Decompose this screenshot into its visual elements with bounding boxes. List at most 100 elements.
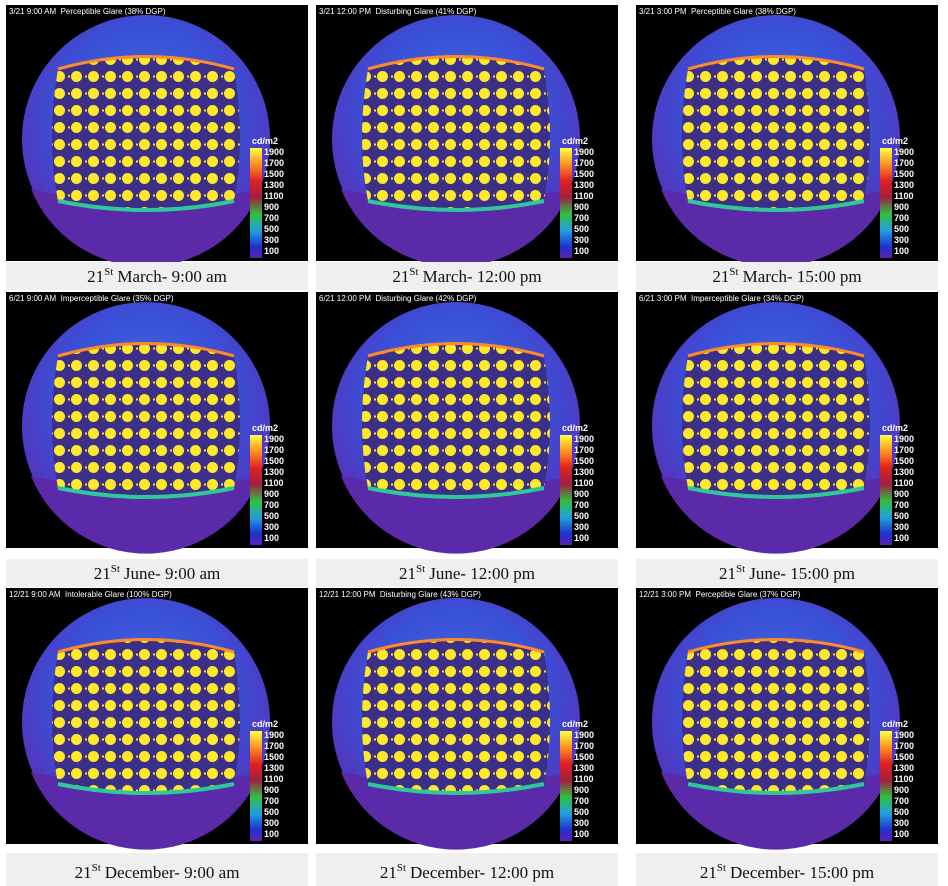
panel-header: 12/21 3:00 PM Perceptible Glare (37% DGP… — [639, 590, 801, 599]
panel-header: 12/21 12:00 PM Disturbing Glare (43% DGP… — [319, 590, 481, 599]
scale-tick-label: 1500 — [574, 169, 594, 179]
scale-tick-label: 1900 — [574, 147, 594, 157]
scale-tick-label: 300 — [574, 818, 589, 828]
lattice-window — [682, 344, 870, 498]
scale-tick-label: 1900 — [264, 434, 284, 444]
caption-text: March- 12:00 pm — [423, 267, 542, 286]
scale-tick-label: 1300 — [574, 467, 594, 477]
scale-tick-label: 1300 — [574, 180, 594, 190]
scale-tick-label: 500 — [264, 511, 279, 521]
scale-tick-label: 500 — [264, 807, 279, 817]
scale-tick-label: 1100 — [894, 478, 914, 488]
scale-tick-label: 100 — [894, 829, 909, 839]
render-panel: 3/21 3:00 PM Perceptible Glare (38% DGP)… — [636, 5, 938, 290]
scale-tick-label: 1900 — [894, 147, 914, 157]
scale-tick-label: 700 — [264, 796, 279, 806]
caption-text: December- 12:00 pm — [410, 863, 554, 882]
scale-tick-label: 900 — [574, 785, 589, 795]
scale-tick-label: 900 — [574, 202, 589, 212]
scale-tick-label: 100 — [264, 533, 279, 543]
scale-tick-label: 700 — [574, 796, 589, 806]
lattice-window — [682, 57, 870, 211]
figure: 3/21 9:00 AM Perceptible Glare (38% DGP)… — [0, 0, 948, 886]
scale-tick-label: 1500 — [264, 169, 284, 179]
scale-tick-label: 700 — [574, 500, 589, 510]
scale-tick-label: 1300 — [264, 763, 284, 773]
scale-tick-label: 900 — [264, 202, 279, 212]
scale-tick-label: 100 — [574, 246, 589, 256]
scale-tick-label: 1700 — [264, 741, 284, 751]
scale-bar — [250, 148, 262, 258]
lattice-window — [362, 344, 550, 498]
scale-tick-label: 1100 — [894, 774, 914, 784]
render-panel: 6/21 3:00 PM Imperceptible Glare (34% DG… — [636, 292, 938, 587]
scale-tick-label: 100 — [264, 246, 279, 256]
scale-tick-label: 700 — [264, 500, 279, 510]
caption-suffix: St — [717, 862, 726, 874]
scale-bar — [250, 435, 262, 545]
caption-suffix: St — [416, 563, 425, 575]
scale-tick-label: 700 — [894, 796, 909, 806]
caption-day: 21 — [87, 267, 104, 286]
scale-tick-label: 1500 — [574, 752, 594, 762]
scale-tick-label: 1100 — [574, 478, 594, 488]
scale-bar — [560, 435, 572, 545]
panel-header: 3/21 12:00 PM Disturbing Glare (41% DGP) — [319, 7, 477, 16]
scale-tick-label: 1500 — [894, 752, 914, 762]
scale-tick-label: 1100 — [894, 191, 914, 201]
scale-tick-label: 500 — [264, 224, 279, 234]
lattice-window — [52, 57, 240, 211]
scale-tick-label: 1900 — [574, 434, 594, 444]
caption-text: June- 15:00 pm — [749, 564, 855, 583]
scale-tick-label: 1700 — [894, 445, 914, 455]
scale-tick-label: 300 — [574, 235, 589, 245]
scale-tick-label: 1500 — [894, 169, 914, 179]
scale-unit: cd/m2 — [252, 136, 278, 146]
scale-tick-label: 1500 — [264, 752, 284, 762]
scale-tick-label: 500 — [574, 807, 589, 817]
scale-tick-label: 1900 — [264, 147, 284, 157]
scale-tick-label: 900 — [264, 489, 279, 499]
caption-suffix: St — [736, 563, 745, 575]
scale-unit: cd/m2 — [562, 423, 588, 433]
caption-suffix: St — [397, 862, 406, 874]
scale-unit: cd/m2 — [252, 423, 278, 433]
panel-header: 6/21 9:00 AM Imperceptible Glare (35% DG… — [9, 294, 174, 303]
render-panel: 12/21 12:00 PM Disturbing Glare (43% DGP… — [316, 588, 618, 886]
scale-tick-label: 1100 — [574, 191, 594, 201]
scale-tick-label: 100 — [894, 246, 909, 256]
scale-tick-label: 1300 — [264, 467, 284, 477]
scale-tick-label: 1700 — [894, 158, 914, 168]
scale-bar — [880, 435, 892, 545]
scale-tick-label: 300 — [894, 818, 909, 828]
scale-tick-label: 500 — [574, 511, 589, 521]
scale-tick-label: 900 — [894, 785, 909, 795]
scale-tick-label: 100 — [264, 829, 279, 839]
panel-header: 3/21 9:00 AM Perceptible Glare (38% DGP) — [9, 7, 166, 16]
lattice-window — [52, 344, 240, 498]
caption-suffix: St — [111, 563, 120, 575]
scale-unit: cd/m2 — [562, 719, 588, 729]
caption-text: June- 12:00 pm — [429, 564, 535, 583]
render-panel: 3/21 12:00 PM Disturbing Glare (41% DGP)… — [316, 5, 618, 290]
scale-tick-label: 1300 — [894, 763, 914, 773]
scale-tick-label: 1900 — [894, 730, 914, 740]
scale-bar — [560, 148, 572, 258]
scale-tick-label: 300 — [264, 818, 279, 828]
scale-tick-label: 1900 — [894, 434, 914, 444]
scale-tick-label: 300 — [264, 235, 279, 245]
scale-tick-label: 1100 — [574, 774, 594, 784]
scale-tick-label: 500 — [574, 224, 589, 234]
caption-text: March- 15:00 pm — [743, 267, 862, 286]
panel-header: 6/21 3:00 PM Imperceptible Glare (34% DG… — [639, 294, 804, 303]
scale-unit: cd/m2 — [562, 136, 588, 146]
scale-tick-label: 1300 — [894, 467, 914, 477]
scale-tick-label: 100 — [894, 533, 909, 543]
scale-bar — [560, 731, 572, 841]
scale-tick-label: 900 — [574, 489, 589, 499]
lattice-window — [362, 57, 550, 211]
scale-unit: cd/m2 — [882, 719, 908, 729]
scale-tick-label: 700 — [894, 213, 909, 223]
scale-tick-label: 700 — [264, 213, 279, 223]
scale-tick-label: 100 — [574, 829, 589, 839]
